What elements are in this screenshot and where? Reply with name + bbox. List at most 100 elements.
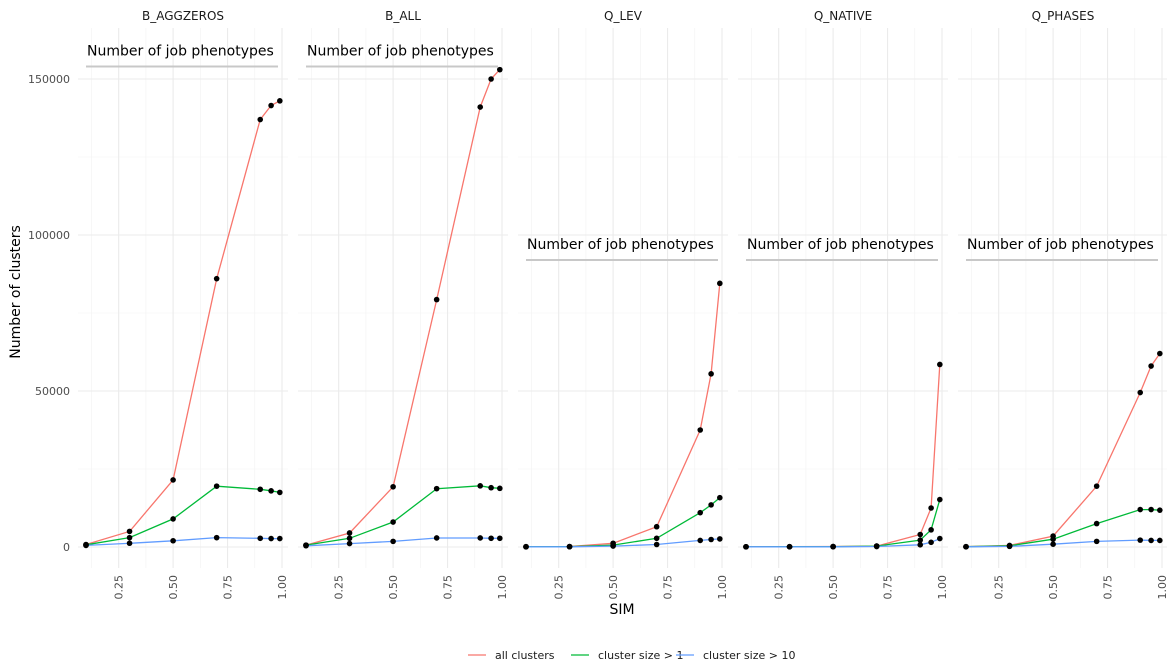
data-point	[433, 485, 440, 492]
legend-label: all clusters	[495, 649, 555, 662]
data-point	[1137, 389, 1144, 396]
data-point	[170, 477, 176, 483]
facet-panel-q_phases: Q_PHASES Number of job phenotypes 0.25 0.50…	[958, 9, 1167, 600]
y-tick-label: 50000	[35, 385, 70, 398]
series-line	[746, 538, 941, 548]
annotation-label: Number of job phenotypes	[87, 44, 274, 60]
data-point	[1093, 483, 1100, 489]
data-point	[928, 527, 934, 533]
facet-panel-q_lev: Q_LEV Number of job phenotypes 0.25 0.50 0.7…	[518, 9, 729, 600]
data-point	[277, 535, 283, 542]
data-point	[1157, 350, 1163, 357]
x-tick-label: 0.50	[1047, 575, 1060, 600]
series-line	[305, 485, 500, 546]
x-tick-label: 0.75	[222, 575, 235, 600]
data-point	[917, 537, 924, 543]
data-point	[303, 542, 309, 549]
data-point	[213, 483, 220, 489]
data-point	[937, 535, 943, 542]
data-point	[1157, 537, 1163, 544]
data-point	[346, 535, 353, 542]
data-point	[610, 543, 616, 549]
data-point	[390, 519, 396, 525]
data-point	[477, 483, 484, 489]
series-line	[305, 537, 500, 547]
data-point	[1006, 543, 1013, 550]
series-line	[85, 536, 280, 547]
y-tick-label: 100000	[28, 229, 70, 242]
x-tick-label: 0.50	[607, 575, 620, 600]
data-point	[277, 489, 283, 496]
data-point	[213, 275, 220, 282]
data-point	[697, 509, 704, 516]
x-tick-label: 1.00	[1156, 575, 1167, 600]
data-point	[743, 544, 749, 550]
legend: all clusters cluster size > 1 cluster size…	[468, 649, 795, 662]
data-point	[697, 427, 704, 433]
data-point	[126, 534, 133, 541]
x-tick-label: 0.75	[882, 575, 895, 600]
data-point	[1093, 538, 1100, 545]
x-tick-label: 1.00	[496, 575, 509, 600]
facet-panel-b_all: B_ALL Number of job phenotypes 0.25 0.50 0.7…	[298, 9, 509, 600]
data-point	[390, 483, 396, 490]
data-point	[268, 535, 274, 542]
x-tick-label: 0.25	[333, 575, 346, 600]
data-point	[1093, 520, 1100, 527]
data-point	[346, 530, 353, 536]
facet-panel-q_native: Q_NATIVE Number of job phenotypes 0.25 0.50…	[738, 9, 949, 600]
data-point	[213, 534, 220, 541]
data-point	[268, 102, 274, 109]
data-point	[170, 537, 176, 544]
data-point	[346, 540, 353, 547]
x-tick-label: 0.25	[553, 575, 566, 600]
data-point	[708, 371, 714, 377]
data-point	[963, 544, 969, 550]
data-point	[277, 98, 283, 104]
annotation-label: Number of job phenotypes	[307, 44, 494, 60]
data-point	[653, 541, 660, 548]
data-point	[697, 537, 704, 544]
data-point	[257, 486, 264, 493]
data-point	[917, 531, 924, 538]
data-point	[1137, 506, 1144, 513]
data-point	[1137, 537, 1144, 543]
data-point	[257, 535, 264, 542]
data-point	[268, 488, 274, 494]
data-point	[830, 543, 836, 550]
legend-item: cluster size > 10	[676, 649, 795, 662]
x-tick-label: 0.25	[113, 575, 126, 600]
data-point	[717, 494, 723, 501]
x-tick-label: 1.00	[276, 575, 289, 600]
data-point	[497, 485, 503, 492]
data-point	[917, 542, 924, 548]
data-point	[83, 542, 89, 549]
data-point	[1050, 541, 1056, 547]
data-point	[937, 361, 943, 368]
data-point	[708, 502, 714, 508]
data-point	[523, 544, 529, 550]
x-tick-label: 0.25	[773, 575, 786, 600]
data-point	[257, 116, 264, 123]
facet-title: Q_LEV	[604, 9, 643, 23]
data-point	[390, 538, 396, 545]
annotation-label: Number of job phenotypes	[967, 237, 1154, 253]
data-point	[1157, 507, 1163, 513]
facet-title: Q_PHASES	[1032, 9, 1095, 23]
y-axis-title: Number of clusters	[8, 225, 24, 359]
x-tick-label: 0.75	[1102, 575, 1115, 600]
facet-panels: B_AGGZEROS Number of job phenotypes 0.25 0.…	[78, 9, 1167, 600]
facet-title: Q_NATIVE	[814, 9, 872, 23]
data-point	[717, 536, 723, 542]
x-tick-label: 0.50	[167, 575, 180, 600]
data-point	[477, 104, 484, 110]
legend-label: cluster size > 10	[703, 649, 795, 662]
data-point	[126, 540, 133, 547]
data-point	[497, 535, 503, 542]
annotation-label: Number of job phenotypes	[527, 237, 714, 253]
y-axis: 0 50000 100000 150000	[28, 73, 70, 554]
data-point	[433, 535, 440, 541]
annotation-label: Number of job phenotypes	[747, 237, 934, 253]
data-point	[488, 535, 494, 542]
